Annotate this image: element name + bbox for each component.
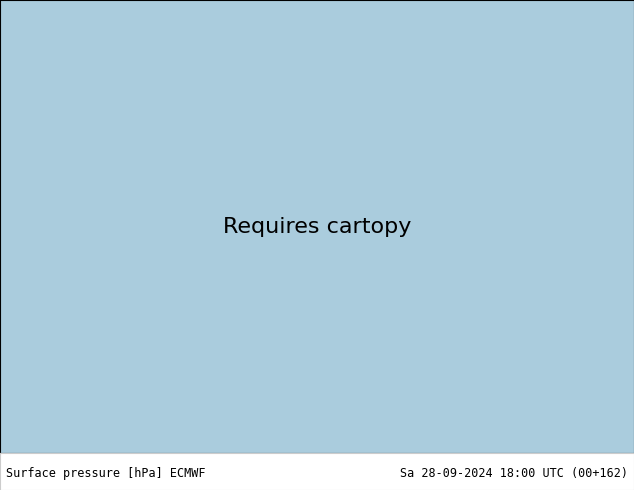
Text: Requires cartopy: Requires cartopy [223,217,411,237]
Text: Surface pressure [hPa] ECMWF: Surface pressure [hPa] ECMWF [6,467,206,480]
Text: Sa 28-09-2024 18:00 UTC (00+162): Sa 28-09-2024 18:00 UTC (00+162) [399,467,628,480]
